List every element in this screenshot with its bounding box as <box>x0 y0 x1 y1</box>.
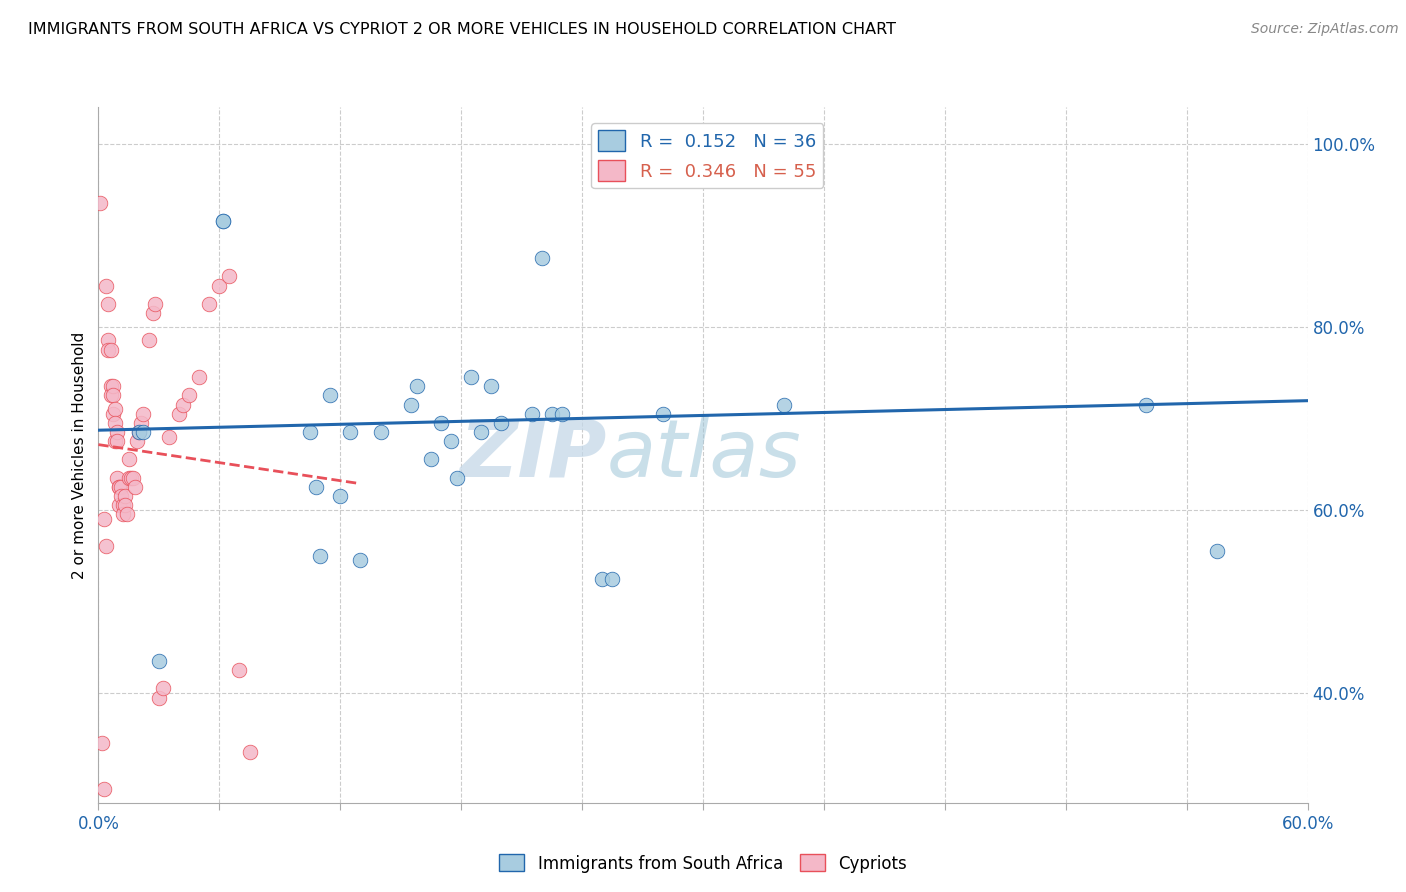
Point <box>100 343 122 357</box>
Point <box>115 508 138 522</box>
Point <box>103 434 125 449</box>
Point <box>299 425 322 439</box>
Point <box>138 334 160 348</box>
Point <box>129 416 152 430</box>
Point <box>651 407 673 421</box>
Point <box>93 782 115 797</box>
Point <box>179 388 201 402</box>
Point <box>107 480 129 494</box>
Point <box>114 498 136 512</box>
Text: IMMIGRANTS FROM SOUTH AFRICA VS CYPRIOT 2 OR MORE VEHICLES IN HOUSEHOLD CORRELAT: IMMIGRANTS FROM SOUTH AFRICA VS CYPRIOT … <box>28 22 896 37</box>
Point <box>370 425 392 439</box>
Point <box>440 434 463 449</box>
Point <box>103 416 125 430</box>
Point <box>105 425 128 439</box>
Point <box>218 269 240 284</box>
Point <box>111 498 134 512</box>
Point <box>188 370 211 384</box>
Point <box>446 471 468 485</box>
Point <box>520 407 543 421</box>
Y-axis label: 2 or more Vehicles in Household: 2 or more Vehicles in Household <box>72 331 87 579</box>
Text: ZIP: ZIP <box>458 416 606 494</box>
Point <box>142 306 165 320</box>
Point <box>319 388 342 402</box>
Point <box>228 663 250 677</box>
Point <box>167 407 190 421</box>
Point <box>107 498 129 512</box>
Point <box>91 736 114 750</box>
Point <box>530 251 553 265</box>
Point <box>118 452 141 467</box>
Text: atlas: atlas <box>606 416 801 494</box>
Legend: Immigrants from South Africa, Cypriots: Immigrants from South Africa, Cypriots <box>492 847 914 880</box>
Point <box>105 471 128 485</box>
Point <box>101 388 124 402</box>
Point <box>682 160 704 174</box>
Point <box>481 379 503 393</box>
Point <box>107 480 129 494</box>
Point <box>1135 398 1157 412</box>
Point <box>430 416 453 430</box>
Point <box>551 407 574 421</box>
Point <box>148 654 170 668</box>
Point <box>157 429 180 443</box>
Point <box>491 416 513 430</box>
Point <box>339 425 361 439</box>
Point <box>105 434 128 449</box>
Point <box>118 471 141 485</box>
Point <box>470 425 492 439</box>
Point <box>111 508 134 522</box>
Point <box>212 214 235 228</box>
Point <box>110 489 132 503</box>
Point <box>93 512 115 526</box>
Point <box>212 214 235 228</box>
Point <box>405 379 427 393</box>
Point <box>124 480 146 494</box>
Point <box>100 388 122 402</box>
Point <box>114 489 136 503</box>
Point <box>128 425 150 439</box>
Point <box>1206 544 1229 558</box>
Point <box>96 278 118 293</box>
Point <box>692 160 714 174</box>
Point <box>125 434 148 449</box>
Point <box>349 553 371 567</box>
Point <box>97 334 120 348</box>
Point <box>541 407 564 421</box>
Point <box>97 343 120 357</box>
Point <box>148 690 170 705</box>
Text: Source: ZipAtlas.com: Source: ZipAtlas.com <box>1251 22 1399 37</box>
Point <box>101 379 124 393</box>
Point <box>152 681 174 696</box>
Point <box>110 480 132 494</box>
Point <box>100 379 122 393</box>
Point <box>97 297 120 311</box>
Point <box>602 572 624 586</box>
Point <box>399 398 422 412</box>
Point <box>460 370 482 384</box>
Point <box>121 471 143 485</box>
Point <box>132 407 155 421</box>
Point <box>591 572 613 586</box>
Point <box>305 480 328 494</box>
Point <box>96 540 118 554</box>
Point <box>309 549 332 563</box>
Point <box>239 746 262 760</box>
Legend: R =  0.152   N = 36, R =  0.346   N = 55: R = 0.152 N = 36, R = 0.346 N = 55 <box>591 123 824 188</box>
Point <box>198 297 221 311</box>
Point <box>101 407 124 421</box>
Point <box>772 398 794 412</box>
Point <box>128 425 150 439</box>
Point <box>132 425 155 439</box>
Point <box>420 452 443 467</box>
Point <box>329 489 352 503</box>
Point <box>89 196 111 211</box>
Point <box>143 297 166 311</box>
Point <box>208 278 231 293</box>
Point <box>120 471 142 485</box>
Point <box>172 398 194 412</box>
Point <box>103 402 125 417</box>
